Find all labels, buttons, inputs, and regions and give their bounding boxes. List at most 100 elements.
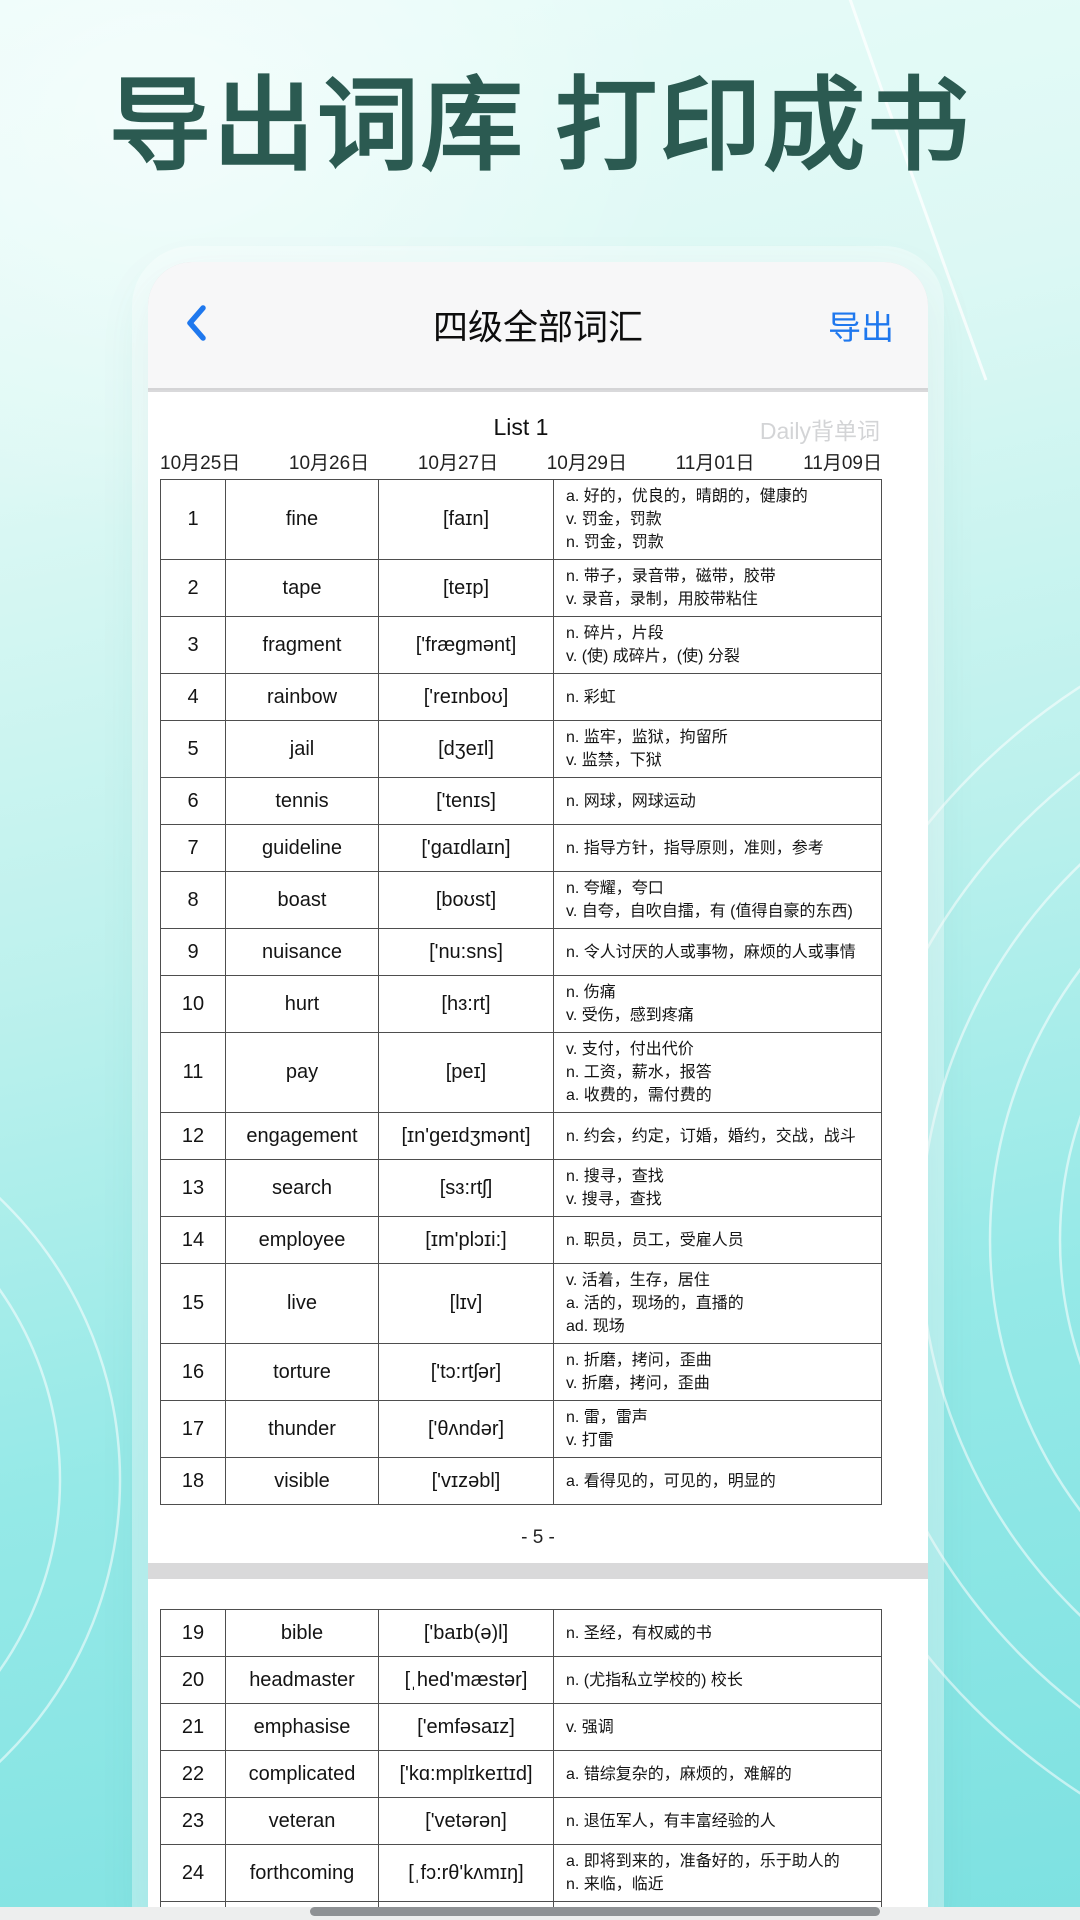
word-definition: n. 圣经，有权威的书 xyxy=(553,1609,882,1657)
word-phonetic: ['reɪnboʊ] xyxy=(378,673,554,721)
word-row: 2 tape [teɪp] n. 带子，录音带，磁带，胶带 v. 录音，录制，用胶… xyxy=(160,559,882,617)
word-definition: n. 彩虹 xyxy=(553,673,882,721)
word-text: visible xyxy=(225,1457,379,1505)
word-row: 19 bible ['baɪb(ə)l] n. 圣经，有权威的书 xyxy=(160,1609,882,1657)
word-phonetic: ['frægmənt] xyxy=(378,616,554,674)
word-definition: n. 指导方针，指导原则，准则，参考 xyxy=(553,824,882,872)
word-definition: n. 退伍军人，有丰富经验的人 xyxy=(553,1797,882,1845)
word-number: 9 xyxy=(160,928,226,976)
word-number: 21 xyxy=(160,1703,226,1751)
word-number: 14 xyxy=(160,1216,226,1264)
word-phonetic: [hɜ:rt] xyxy=(378,975,554,1033)
review-dates-row: 10月25日 10月26日 10月27日 10月29日 11月01日 11月09日 xyxy=(160,448,882,475)
word-row: 10 hurt [hɜ:rt] n. 伤痛 v. 受伤，感到疼痛 xyxy=(160,975,882,1033)
word-text: employee xyxy=(225,1216,379,1264)
word-text: fragment xyxy=(225,616,379,674)
review-date: 11月09日 xyxy=(803,453,882,474)
word-phonetic: ['tenɪs] xyxy=(378,777,554,825)
word-definition: a. 错综复杂的，麻烦的，难解的 xyxy=(553,1750,882,1798)
word-text: tennis xyxy=(225,777,379,825)
nav-bar: 四级全部词汇 导出 xyxy=(148,262,928,390)
word-phonetic: [ɪn'geɪdʒmənt] xyxy=(378,1112,554,1160)
word-phonetic: [ɪm'plɔɪi:] xyxy=(378,1216,554,1264)
word-definition: a. 即将到来的，准备好的，乐于助人的 n. 来临，临近 xyxy=(553,1844,882,1902)
word-number: 10 xyxy=(160,975,226,1033)
word-text: rainbow xyxy=(225,673,379,721)
word-text: forthcoming xyxy=(225,1844,379,1902)
page-separator xyxy=(148,1563,928,1579)
word-phonetic: [boʊst] xyxy=(378,871,554,929)
word-text: emphasise xyxy=(225,1703,379,1751)
word-text: jail xyxy=(225,720,379,778)
word-definition: n. 夸耀，夸口 v. 自夸，自吹自擂，有 (值得自豪的东西) xyxy=(553,871,882,929)
word-phonetic: [ˌfɔ:rθ'kʌmɪŋ] xyxy=(378,1844,554,1902)
word-number: 24 xyxy=(160,1844,226,1902)
word-row: 1 fine [faɪn] a. 好的，优良的，晴朗的，健康的 v. 罚金，罚款 n… xyxy=(160,479,882,560)
word-phonetic: ['baɪb(ə)l] xyxy=(378,1609,554,1657)
word-row: 4 rainbow ['reɪnboʊ] n. 彩虹 xyxy=(160,673,882,721)
word-definition: n. 网球，网球运动 xyxy=(553,777,882,825)
word-number: 11 xyxy=(160,1032,226,1113)
word-phonetic: [teɪp] xyxy=(378,559,554,617)
word-definition: n. 职员，员工，受雇人员 xyxy=(553,1216,882,1264)
word-row: 15 live [lɪv] v. 活着，生存，居住 a. 活的，现场的，直播的 ad… xyxy=(160,1263,882,1344)
word-definition: v. 强调 xyxy=(553,1703,882,1751)
word-number: 19 xyxy=(160,1609,226,1657)
page-1: List 1 Daily背单词 10月25日 10月26日 10月27日 10月29日… xyxy=(148,392,928,1563)
word-phonetic: [ˌhed'mæstər] xyxy=(378,1656,554,1704)
word-text: nuisance xyxy=(225,928,379,976)
list-title: List 1 xyxy=(493,414,549,440)
word-row: 7 guideline ['gaɪdlaɪn] n. 指导方针，指导原则，准则，… xyxy=(160,824,882,872)
word-definition: v. 活着，生存，居住 a. 活的，现场的，直播的 ad. 现场 xyxy=(553,1263,882,1344)
word-row: 18 visible ['vɪzəbl] a. 看得见的，可见的，明显的 xyxy=(160,1457,882,1505)
word-phonetic: [peɪ] xyxy=(378,1032,554,1113)
word-row: 14 employee [ɪm'plɔɪi:] n. 职员，员工，受雇人员 xyxy=(160,1216,882,1264)
review-date: 11月01日 xyxy=(675,453,755,474)
word-number: 15 xyxy=(160,1263,226,1344)
page1-header: List 1 Daily背单词 10月25日 10月26日 10月27日 10月29日… xyxy=(160,412,882,475)
word-number: 16 xyxy=(160,1343,226,1401)
word-number: 17 xyxy=(160,1400,226,1458)
export-button[interactable]: 导出 xyxy=(828,309,894,346)
page-number: - 5 - xyxy=(521,1527,555,1548)
nav-title: 四级全部词汇 xyxy=(432,308,644,348)
word-text: pay xyxy=(225,1032,379,1113)
word-text: veteran xyxy=(225,1797,379,1845)
word-number: 8 xyxy=(160,871,226,929)
word-number: 20 xyxy=(160,1656,226,1704)
word-row: 20 headmaster [ˌhed'mæstər] n. (尤指私立学校的)… xyxy=(160,1656,882,1704)
word-definition: n. 令人讨厌的人或事物，麻烦的人或事情 xyxy=(553,928,882,976)
word-definition: n. (尤指私立学校的) 校长 xyxy=(553,1656,882,1704)
word-number: 1 xyxy=(160,479,226,560)
word-definition: n. 约会，约定，订婚，婚约，交战，战斗 xyxy=(553,1112,882,1160)
word-number: 13 xyxy=(160,1159,226,1217)
word-row: 21 emphasise ['emfəsaɪz] v. 强调 xyxy=(160,1703,882,1751)
word-row: 23 veteran ['vetərən] n. 退伍军人，有丰富经验的人 xyxy=(160,1797,882,1845)
back-button[interactable] xyxy=(182,303,208,348)
review-date: 10月29日 xyxy=(546,453,627,474)
word-phonetic: ['vɪzəbl] xyxy=(378,1457,554,1505)
bottom-bar xyxy=(0,1907,1080,1920)
word-phonetic: ['θʌndər] xyxy=(378,1400,554,1458)
word-definition: n. 伤痛 v. 受伤，感到疼痛 xyxy=(553,975,882,1033)
word-text: engagement xyxy=(225,1112,379,1160)
word-definition: a. 好的，优良的，晴朗的，健康的 v. 罚金，罚款 n. 罚金，罚款 xyxy=(553,479,882,560)
word-phonetic: ['tɔ:rtʃər] xyxy=(378,1343,554,1401)
watermark: Daily背单词 xyxy=(759,418,880,444)
word-phonetic: ['vetərən] xyxy=(378,1797,554,1845)
vocab-table-2: 19 bible ['baɪb(ə)l] n. 圣经，有权威的书 20 head… xyxy=(160,1609,882,1920)
word-number: 7 xyxy=(160,824,226,872)
word-definition: n. 碎片，片段 v. (使) 成碎片，(使) 分裂 xyxy=(553,616,882,674)
vocab-table-1: 1 fine [faɪn] a. 好的，优良的，晴朗的，健康的 v. 罚金，罚款 n… xyxy=(160,479,882,1505)
document-preview[interactable]: List 1 Daily背单词 10月25日 10月26日 10月27日 10月29日… xyxy=(148,392,928,1920)
review-date: 10月26日 xyxy=(288,453,370,474)
word-phonetic: [sɜ:rtʃ] xyxy=(378,1159,554,1217)
word-phonetic: ['kɑ:mplɪkeɪtɪd] xyxy=(378,1750,554,1798)
hero-title: 导出词库 打印成书 xyxy=(108,69,972,183)
word-text: thunder xyxy=(225,1400,379,1458)
word-row: 12 engagement [ɪn'geɪdʒmənt] n. 约会，约定，订婚… xyxy=(160,1112,882,1160)
word-definition: n. 监牢，监狱，拘留所 v. 监禁，下狱 xyxy=(553,720,882,778)
word-row: 16 torture ['tɔ:rtʃər] n. 折磨，拷问，歪曲 v. 折磨，… xyxy=(160,1343,882,1401)
word-phonetic: [dʒeɪl] xyxy=(378,720,554,778)
word-phonetic: [faɪn] xyxy=(378,479,554,560)
